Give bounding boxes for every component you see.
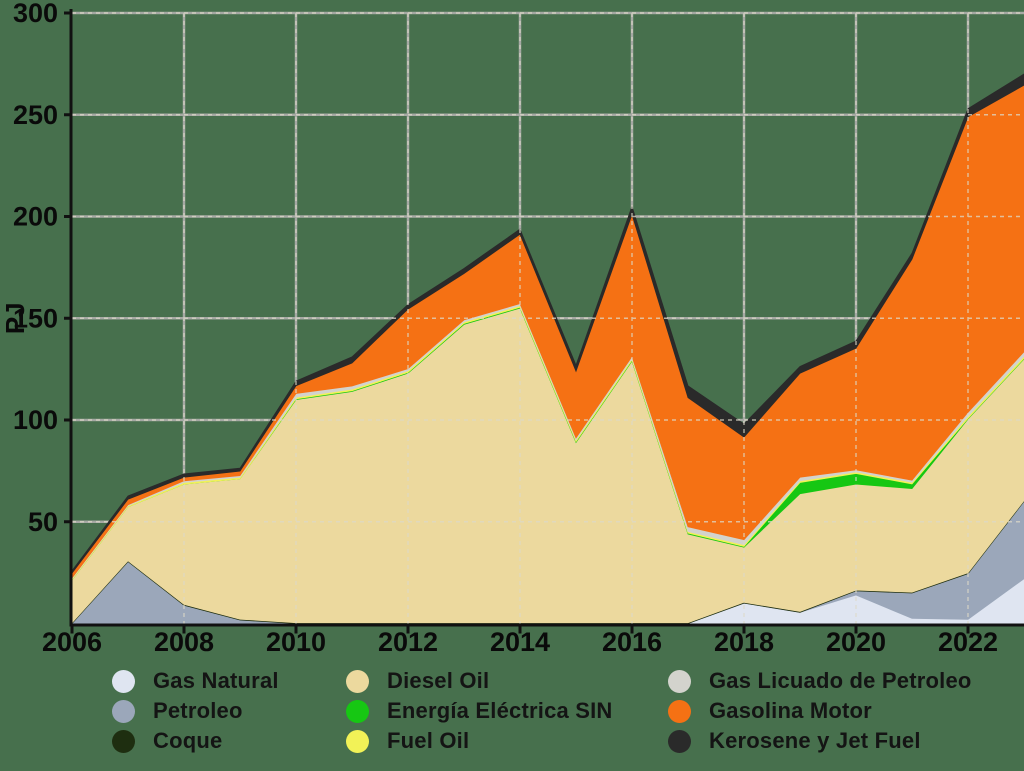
x-tick-label: 2018 bbox=[714, 627, 774, 656]
y-tick-label: 200 bbox=[13, 202, 58, 232]
legend-label: Gas Licuado de Petroleo bbox=[709, 668, 972, 693]
legend-item-gas-licuado-de-petroleo: Gas Licuado de Petroleo bbox=[668, 666, 972, 696]
x-tick-label: 2006 bbox=[42, 627, 102, 656]
legend-label: Energía Eléctrica SIN bbox=[387, 698, 613, 723]
legend-swatch-coque-icon bbox=[112, 729, 135, 753]
legend-label: Gasolina Motor bbox=[709, 698, 872, 723]
x-tick-label: 2012 bbox=[378, 627, 438, 656]
legend-swatch-gasolina-motor-icon bbox=[668, 699, 691, 723]
legend-label: Petroleo bbox=[153, 698, 243, 723]
legend-item-diesel-oil: Diesel Oil bbox=[346, 666, 613, 696]
x-tick-label: 2016 bbox=[602, 627, 662, 656]
legend-column-2: Diesel Oil Energía Eléctrica SIN Fuel Oil bbox=[346, 666, 613, 756]
legend-label: Coque bbox=[153, 728, 223, 753]
legend-label: Fuel Oil bbox=[387, 728, 470, 753]
legend-swatch-gas-natural-icon bbox=[112, 669, 135, 693]
legend-item-fuel-oil: Fuel Oil bbox=[346, 726, 613, 756]
legend-item-energ-a-el-ctrica-sin: Energía Eléctrica SIN bbox=[346, 696, 613, 726]
legend-item-gas-natural: Gas Natural bbox=[112, 666, 279, 696]
legend-item-gasolina-motor: Gasolina Motor bbox=[668, 696, 972, 726]
y-tick-label: 100 bbox=[13, 405, 58, 435]
y-tick-label: 150 bbox=[13, 303, 58, 333]
axis-ticks: 50 100 150 200 250 300 2006 2008 2010 2012 2014 201… bbox=[13, 0, 998, 657]
legend-column-1: Gas Natural Petroleo Coque bbox=[112, 666, 279, 756]
legend-swatch-diesel-oil-icon bbox=[346, 669, 369, 693]
y-tick-label: 300 bbox=[13, 0, 58, 28]
legend-item-coque: Coque bbox=[112, 726, 279, 756]
legend-swatch-petroleo-icon bbox=[112, 699, 135, 723]
legend-label: Kerosene y Jet Fuel bbox=[709, 728, 921, 753]
legend-swatch-energ-a-el-ctrica-sin-icon bbox=[346, 699, 369, 723]
legend-swatch-gas-licuado-de-petroleo-icon bbox=[668, 669, 691, 693]
y-tick-label: 250 bbox=[13, 100, 58, 130]
gridlines-dashed bbox=[72, 12, 1024, 624]
chart-legend: Gas Natural Petroleo Coque Diesel Oil Energí… bbox=[0, 656, 1024, 771]
x-tick-label: 2022 bbox=[938, 627, 998, 656]
y-axis-title: PJ bbox=[0, 302, 30, 334]
y-tick-label: 50 bbox=[28, 507, 58, 537]
legend-label: Gas Natural bbox=[153, 668, 279, 693]
x-tick-label: 2010 bbox=[266, 627, 326, 656]
x-tick-label: 2014 bbox=[490, 627, 550, 656]
legend-swatch-fuel-oil-icon bbox=[346, 729, 369, 753]
legend-item-petroleo: Petroleo bbox=[112, 696, 279, 726]
legend-column-3: Gas Licuado de Petroleo Gasolina Motor Ker… bbox=[668, 666, 972, 756]
legend-label: Diesel Oil bbox=[387, 668, 490, 693]
legend-swatch-kerosene-y-jet-fuel-icon bbox=[668, 729, 691, 753]
stacked-area-chart: 50 100 150 200 250 300 2006 2008 2010 2012 2014 201… bbox=[0, 0, 1024, 657]
legend-item-kerosene-y-jet-fuel: Kerosene y Jet Fuel bbox=[668, 726, 972, 756]
x-tick-label: 2008 bbox=[154, 627, 214, 656]
x-tick-label: 2020 bbox=[826, 627, 886, 656]
